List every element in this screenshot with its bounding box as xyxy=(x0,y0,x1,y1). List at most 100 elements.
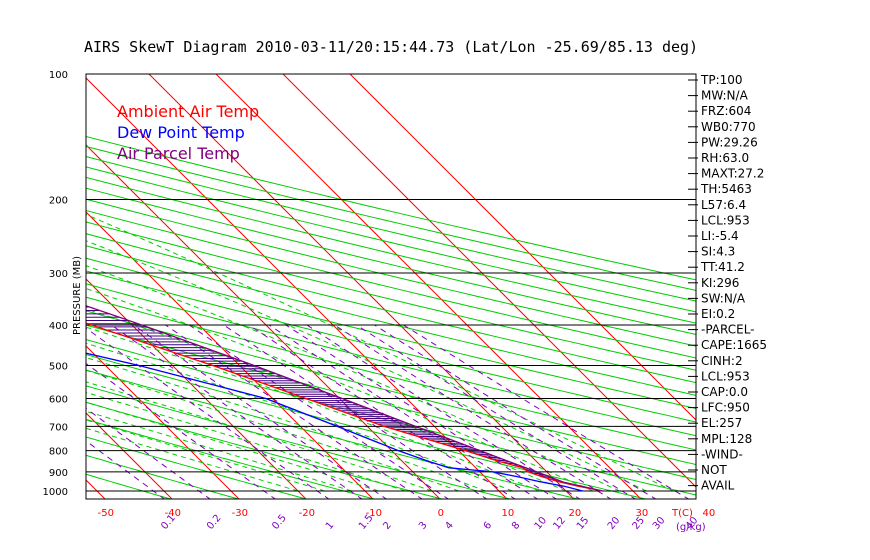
x-tick-label-bottom: -10 xyxy=(366,508,382,519)
info-panel-item: RH:63.0 xyxy=(701,151,749,165)
mixing-ratio-tick-label: 1 xyxy=(324,520,337,532)
x-tick-label-bottom: 20 xyxy=(568,508,581,519)
y-tick-label: 700 xyxy=(49,422,68,433)
moist-adiabat-line xyxy=(86,419,325,492)
dry-adiabat-line xyxy=(86,166,696,313)
mixing-ratio-line xyxy=(111,324,363,499)
mixing-ratio-line xyxy=(86,362,277,499)
x-tick-label-bottom: 40 xyxy=(702,508,715,519)
mixing-ratio-line xyxy=(133,324,388,499)
isotherm-line xyxy=(215,74,642,499)
isotherm-line xyxy=(349,74,696,421)
mixing-ratio-tick-label: 0.5 xyxy=(270,513,289,532)
chart-title: AIRS SkewT Diagram 2010-03-11/20:15:44.7… xyxy=(84,38,698,56)
dry-adiabat-line xyxy=(86,283,696,437)
info-panel-item: WB0:770 xyxy=(701,120,756,134)
isotherm-line xyxy=(86,144,441,499)
dry-adiabat-line xyxy=(86,176,696,324)
info-panel-item: CINH:2 xyxy=(701,354,743,368)
dry-adiabat-line xyxy=(86,454,241,499)
x-tick-label-bottom: -40 xyxy=(165,508,181,519)
info-panel-item: LI:-5.4 xyxy=(701,229,739,243)
dry-adiabat-line xyxy=(86,369,580,499)
isotherm-line xyxy=(86,345,240,499)
y-tick-label: 600 xyxy=(49,394,68,405)
dry-adiabat-line xyxy=(86,156,696,302)
dry-adiabat-line xyxy=(86,339,696,496)
info-panel-item: AVAIL xyxy=(701,479,735,493)
y-axis-label: PRESSURE (MB) xyxy=(72,256,83,335)
isotherm-line xyxy=(86,77,508,499)
legend-entry: Dew Point Temp xyxy=(117,123,245,142)
mixing-ratio-tick-label: 6 xyxy=(482,520,495,532)
isotherm-line xyxy=(86,412,173,499)
mixing-ratio-line xyxy=(223,324,488,499)
info-panel-item: PW:29.26 xyxy=(701,135,758,149)
moist-adiabat-line xyxy=(86,288,594,492)
info-panel-item: L57:6.4 xyxy=(701,198,746,212)
dry-adiabat-line xyxy=(86,436,309,499)
moist-adiabat-line xyxy=(86,240,647,492)
y-tick-label: 200 xyxy=(49,196,68,207)
x-tick-label-bottom: -20 xyxy=(299,508,315,519)
isotherm-line xyxy=(86,278,307,499)
info-panel-item: TP:100 xyxy=(700,73,743,87)
isotherm-line xyxy=(148,74,575,499)
mixing-ratio-line xyxy=(374,324,657,499)
dry-adiabat-line xyxy=(86,385,512,499)
dry-adiabat-line xyxy=(86,401,444,499)
mixing-ratio-tick-label: 4 xyxy=(443,520,456,532)
mixing-ratio-tick-label: 10 xyxy=(533,515,550,532)
info-panel-item: -WIND- xyxy=(701,447,743,461)
mixing-ratio-line xyxy=(306,324,581,499)
info-panel-item: LCL:953 xyxy=(701,369,750,383)
mixing-ratio-tick-label: 12 xyxy=(551,515,568,532)
mixing-ratio-tick-label: 20 xyxy=(606,515,623,532)
mixing-ratio-line xyxy=(165,324,423,499)
y-tick-label: 100 xyxy=(49,70,68,81)
mixing-ratio-tick-label: 8 xyxy=(510,520,523,532)
dry-adiabat-line xyxy=(86,221,696,371)
isotherm-line xyxy=(0,74,39,500)
y-tick-label: 900 xyxy=(49,468,68,479)
info-panel-item: -PARCEL- xyxy=(701,323,755,337)
mixing-ratio-tick-label: 3 xyxy=(417,520,430,532)
mixing-ratio-line xyxy=(334,324,612,499)
x-tick-label-bottom: 10 xyxy=(501,508,514,519)
moist-adiabat-line xyxy=(86,381,433,492)
info-panel-item: MW:N/A xyxy=(701,89,749,103)
info-panel-item: CAP:0.0 xyxy=(701,385,748,399)
dry-adiabat-line xyxy=(86,187,696,335)
plot-frame xyxy=(85,73,697,500)
dry-adiabat-line xyxy=(86,270,696,423)
dry-adiabat-line xyxy=(86,257,696,410)
info-panel-item: TT:41.2 xyxy=(700,260,745,274)
info-panel-item: EI:0.2 xyxy=(701,307,735,321)
mixing-ratio-line xyxy=(269,324,539,499)
dry-adiabat-line xyxy=(86,135,696,281)
x-tick-label-bottom: 0 xyxy=(438,508,444,519)
info-panel-item: FRZ:604 xyxy=(701,104,751,118)
dry-adiabat-line xyxy=(86,209,696,359)
series-line-air-parcel-temp xyxy=(86,305,603,492)
mixing-ratio-line xyxy=(86,407,211,499)
y-tick-label: 1000 xyxy=(43,487,68,498)
mixing-ratio-line xyxy=(86,440,166,499)
mixing-ratio-line xyxy=(356,324,637,499)
info-panel-item: MPL:128 xyxy=(701,432,752,446)
moist-adiabat-line xyxy=(86,427,299,492)
x-tick-label-bottom: -30 xyxy=(232,508,248,519)
mixing-ratio-tick-label: 0.2 xyxy=(205,513,224,532)
mixing-ratio-line xyxy=(86,327,330,499)
info-panel-item: MAXT:27.2 xyxy=(701,167,764,181)
x-axis-label: T(C) xyxy=(671,508,693,519)
x-tick-label-bottom: -50 xyxy=(98,508,114,519)
info-panel-item: KI:296 xyxy=(701,276,739,290)
info-panel-item: TH:5463 xyxy=(700,182,752,196)
mixing-ratio-line xyxy=(403,324,690,499)
dry-adiabat-line xyxy=(86,296,696,451)
info-panel-item: CAPE:1665 xyxy=(701,338,767,352)
y-tick-label: 800 xyxy=(49,447,68,458)
dry-adiabat-line xyxy=(86,418,377,499)
